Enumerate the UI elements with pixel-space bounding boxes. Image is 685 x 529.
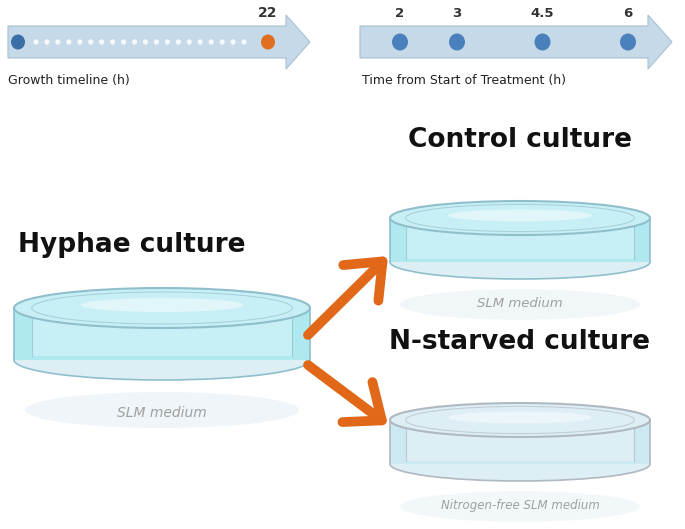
Ellipse shape xyxy=(14,340,310,380)
Text: SLM medium: SLM medium xyxy=(117,406,207,420)
Text: Hyphae culture: Hyphae culture xyxy=(18,232,245,258)
Ellipse shape xyxy=(187,39,192,45)
Ellipse shape xyxy=(176,39,181,45)
Ellipse shape xyxy=(14,288,310,328)
Text: 4.5: 4.5 xyxy=(531,7,554,20)
Ellipse shape xyxy=(242,39,247,45)
Ellipse shape xyxy=(449,412,592,423)
Ellipse shape xyxy=(209,39,214,45)
Ellipse shape xyxy=(231,39,236,45)
Text: 22: 22 xyxy=(258,6,277,20)
Ellipse shape xyxy=(620,33,636,50)
Text: 6: 6 xyxy=(623,7,633,20)
Polygon shape xyxy=(390,420,650,464)
Polygon shape xyxy=(14,308,310,360)
Text: 2: 2 xyxy=(395,7,405,20)
Ellipse shape xyxy=(99,39,104,45)
Ellipse shape xyxy=(400,491,640,522)
Ellipse shape xyxy=(154,39,159,45)
Ellipse shape xyxy=(81,298,243,312)
Ellipse shape xyxy=(198,39,203,45)
Ellipse shape xyxy=(121,39,126,45)
Text: Nitrogen-free SLM medium: Nitrogen-free SLM medium xyxy=(440,499,599,512)
Ellipse shape xyxy=(45,39,49,45)
Text: N-starved culture: N-starved culture xyxy=(390,329,651,355)
Ellipse shape xyxy=(11,34,25,50)
Text: Time from Start of Treatment (h): Time from Start of Treatment (h) xyxy=(362,74,566,87)
Ellipse shape xyxy=(110,39,115,45)
Text: Growth timeline (h): Growth timeline (h) xyxy=(8,74,129,87)
Ellipse shape xyxy=(392,33,408,50)
Polygon shape xyxy=(32,314,292,356)
Polygon shape xyxy=(8,15,310,69)
Ellipse shape xyxy=(390,447,650,481)
Ellipse shape xyxy=(534,33,551,50)
Polygon shape xyxy=(406,425,634,461)
Text: 3: 3 xyxy=(452,7,462,20)
Polygon shape xyxy=(390,218,650,262)
Text: SLM medium: SLM medium xyxy=(477,297,563,310)
Ellipse shape xyxy=(132,39,137,45)
Ellipse shape xyxy=(66,39,71,45)
Ellipse shape xyxy=(143,39,148,45)
Polygon shape xyxy=(406,223,634,259)
Ellipse shape xyxy=(449,209,592,222)
Ellipse shape xyxy=(261,34,275,50)
Ellipse shape xyxy=(88,39,93,45)
Ellipse shape xyxy=(25,392,299,428)
Ellipse shape xyxy=(390,245,650,279)
Ellipse shape xyxy=(449,33,465,50)
Ellipse shape xyxy=(390,201,650,235)
Ellipse shape xyxy=(220,39,225,45)
Ellipse shape xyxy=(34,39,38,45)
Text: Control culture: Control culture xyxy=(408,127,632,153)
Ellipse shape xyxy=(165,39,170,45)
Ellipse shape xyxy=(390,403,650,437)
Ellipse shape xyxy=(400,289,640,320)
Polygon shape xyxy=(360,15,672,69)
Ellipse shape xyxy=(55,39,60,45)
Ellipse shape xyxy=(77,39,82,45)
